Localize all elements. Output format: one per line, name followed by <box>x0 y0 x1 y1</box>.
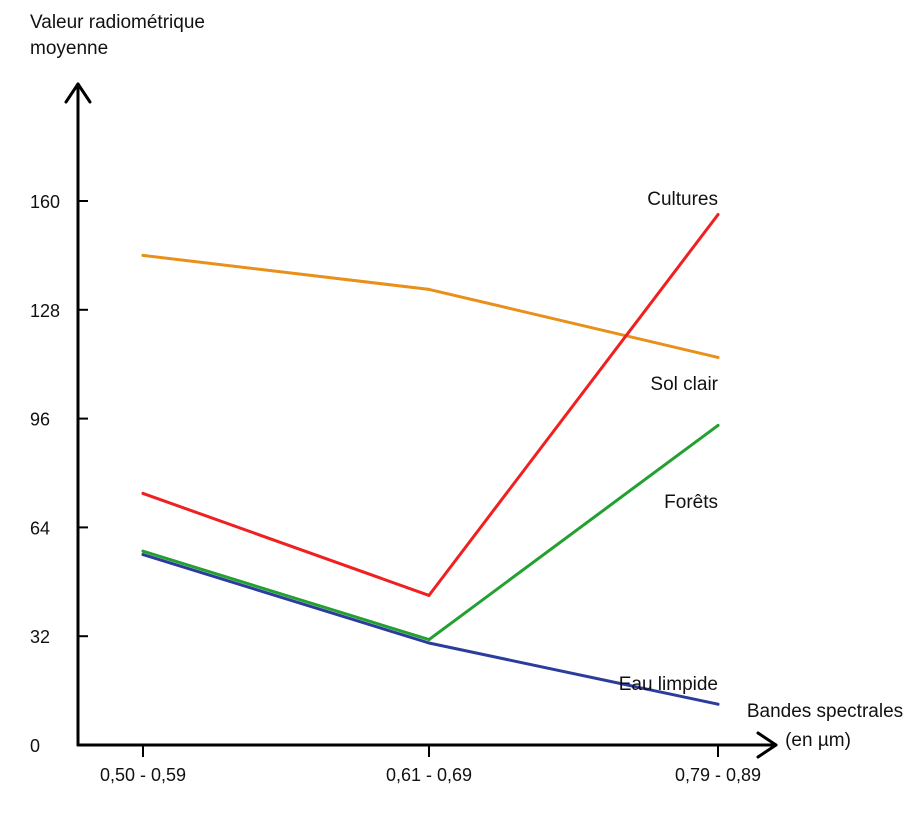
x-axis-arrow <box>756 731 778 759</box>
series-label-1: Cultures <box>647 189 718 210</box>
series-line-0 <box>141 253 720 359</box>
data-point <box>427 638 431 642</box>
y-axis-arrow <box>64 82 92 104</box>
y-tick-label: 64 <box>30 518 50 538</box>
series-label-2: Forêts <box>664 492 718 513</box>
data-point <box>427 287 431 291</box>
data-point <box>427 593 431 597</box>
series-line-1 <box>141 213 720 597</box>
series-labels: Sol clair Cultures Forêts Eau limpide <box>619 189 719 695</box>
series-label-0: Sol clair <box>650 374 718 395</box>
series-lines <box>141 213 720 706</box>
axes <box>64 82 778 759</box>
series-label-3: Eau limpide <box>619 674 718 695</box>
data-point <box>716 213 720 217</box>
y-tick-label: 32 <box>30 627 50 647</box>
y-tick-label: 160 <box>30 192 60 212</box>
data-point <box>716 355 720 359</box>
data-point <box>716 423 720 427</box>
data-point <box>141 253 145 257</box>
x-tick-label: 0,61 - 0,69 <box>386 765 472 785</box>
y-axis-title-line-1: Valeur radiométrique <box>30 12 205 33</box>
data-point <box>141 549 145 553</box>
x-tick-label: 0,79 - 0,89 <box>675 765 761 785</box>
x-axis-title-line-1: Bandes spectrales <box>747 701 903 722</box>
data-point <box>427 641 431 645</box>
x-tick-label: 0,50 - 0,59 <box>100 765 186 785</box>
y-tick-label: 0 <box>30 736 40 756</box>
y-tick-label: 128 <box>30 301 60 321</box>
x-axis-title-line-2: (en µm) <box>785 730 851 751</box>
y-tick-label: 96 <box>30 410 50 430</box>
data-point <box>716 702 720 706</box>
y-axis-title-line-2: moyenne <box>30 38 108 59</box>
data-point <box>141 553 145 557</box>
series-line-2 <box>141 423 720 642</box>
ticks: 0 32 64 96 128 160 0,50 - 0,59 0,61 - 0,69 0,79 … <box>30 192 761 785</box>
data-point <box>141 491 145 495</box>
